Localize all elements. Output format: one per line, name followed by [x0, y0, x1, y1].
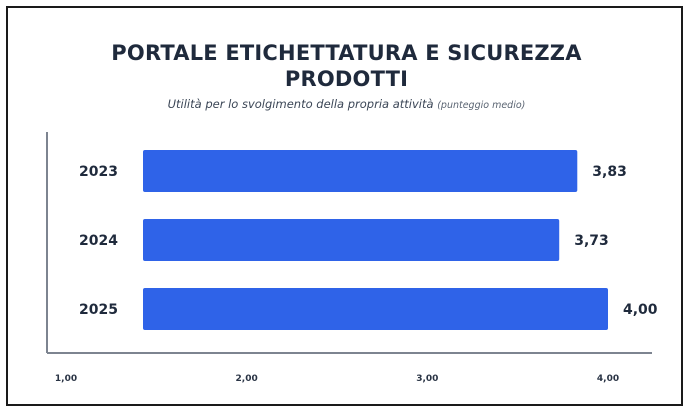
category-label-2023: 2023	[79, 164, 118, 180]
chart-subtitle: Utilità per lo svolgimento della propria…	[0, 97, 693, 111]
x-tick-label-0: 1,00	[55, 374, 77, 384]
bar-2025	[143, 288, 608, 330]
bar-2023	[143, 150, 578, 192]
chart-subtitle-note: (punteggio medio)	[437, 100, 526, 111]
chart-title-line-2: PRODOTTI	[284, 67, 409, 91]
value-label-2024: 3,73	[574, 233, 609, 249]
category-label-2024: 2024	[79, 233, 118, 249]
category-label-2025: 2025	[79, 302, 118, 318]
value-label-2025: 4,00	[623, 302, 658, 318]
chart-title-line-1: PORTALE ETICHETTATURA E SICUREZZA	[111, 41, 582, 65]
x-tick-label-1: 2,00	[236, 374, 258, 384]
chart-title: PORTALE ETICHETTATURA E SICUREZZA PRODOT…	[0, 40, 693, 92]
chart-subtitle-text: Utilità per lo svolgimento della propria…	[167, 97, 434, 111]
x-tick-label-3: 4,00	[597, 374, 619, 384]
x-tick-label-2: 3,00	[416, 374, 438, 384]
chart-frame	[6, 6, 683, 406]
bar-2024	[143, 219, 560, 261]
value-label-2023: 3,83	[592, 164, 627, 180]
